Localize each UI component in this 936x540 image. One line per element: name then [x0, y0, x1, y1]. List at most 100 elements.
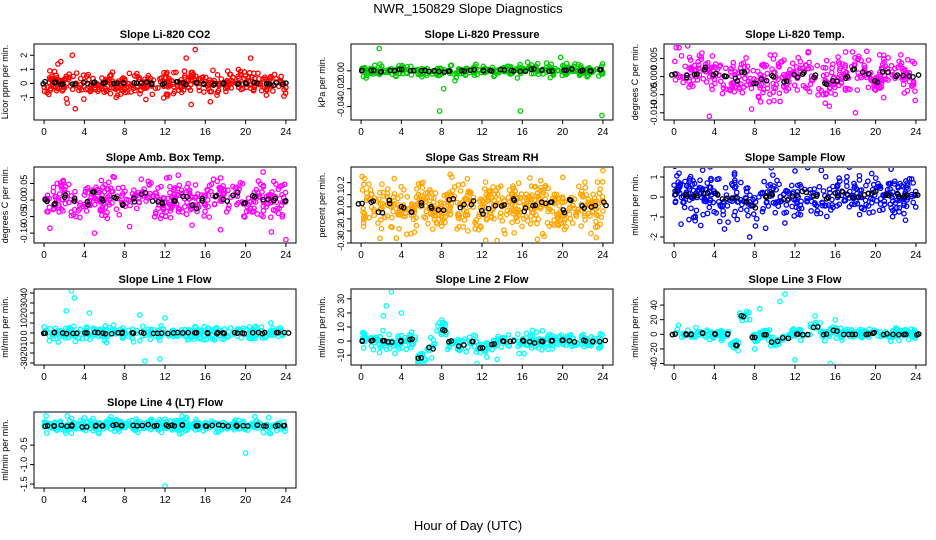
data-point: [738, 61, 745, 68]
data-point: [75, 207, 82, 214]
x-tick-label: 8: [439, 127, 445, 138]
x-tick-label: 0: [41, 495, 47, 506]
data-point: [61, 76, 68, 82]
data-point: [782, 73, 789, 80]
mean-point: [592, 202, 599, 209]
data-point: [813, 210, 820, 217]
mean-point: [281, 422, 288, 429]
data-point: [415, 71, 422, 78]
mean-point: [212, 80, 218, 87]
y-tick-label: 20: [336, 308, 346, 318]
data-point: [182, 72, 188, 79]
outlier-point: [398, 310, 405, 316]
data-point: [41, 324, 47, 330]
data-point: [519, 223, 525, 230]
outlier-point: [43, 413, 49, 419]
data-point: [777, 59, 784, 65]
points-layer: [41, 413, 289, 487]
data-point: [826, 103, 833, 109]
mean-point: [491, 341, 497, 347]
panel-7: Slope Line 1 Flow ml/min per min. 0 4 8 12 16 2…: [0, 274, 297, 383]
data-point: [147, 336, 154, 343]
data-point: [804, 168, 811, 171]
data-point: [796, 326, 802, 333]
data-point: [260, 213, 266, 220]
mean-point: [51, 422, 57, 429]
mean-point: [510, 196, 517, 202]
data-point: [391, 190, 398, 197]
panel-title: Slope Line 3 Flow: [749, 274, 842, 286]
data-point: [103, 339, 110, 346]
x-tick-label: 16: [830, 127, 842, 138]
mean-point: [734, 342, 740, 349]
mean-point: [241, 200, 247, 207]
mean-point: [852, 331, 859, 338]
data-point: [377, 235, 383, 242]
data-point: [716, 175, 722, 182]
y-tick-label: 0.05: [19, 175, 29, 193]
data-point: [66, 71, 73, 77]
mean-point: [193, 423, 200, 429]
data-point: [581, 210, 588, 217]
points-layer: [359, 290, 609, 364]
data-point: [460, 181, 466, 188]
x-tick-label: 4: [82, 495, 88, 506]
data-point: [185, 180, 192, 187]
data-point: [793, 198, 800, 205]
mean-point: [212, 193, 219, 200]
data-point: [184, 184, 190, 190]
panel-title: Slope Li-820 Pressure: [425, 29, 540, 41]
panel-title: Slope Li-820 Temp.: [745, 29, 844, 41]
data-point: [60, 86, 67, 93]
data-point: [717, 202, 723, 208]
mean-point: [693, 192, 700, 199]
mean-point: [418, 67, 425, 74]
data-point: [879, 77, 886, 84]
mean-point: [528, 66, 535, 73]
mean-point: [233, 422, 240, 429]
data-point: [126, 223, 133, 230]
data-point: [473, 349, 480, 355]
data-point: [206, 214, 213, 220]
mean-point: [58, 422, 65, 429]
outlier-point: [812, 313, 819, 319]
mean-point: [915, 331, 922, 337]
mean-point: [114, 80, 120, 87]
mean-point: [539, 67, 545, 73]
data-point: [802, 62, 809, 68]
data-point: [267, 74, 273, 81]
data-point: [47, 225, 53, 232]
panel-title: Slope Li-820 CO2: [120, 29, 210, 41]
mean-point: [780, 196, 787, 203]
mean-point: [672, 331, 679, 337]
mean-point: [62, 192, 69, 198]
data-point: [265, 414, 272, 421]
data-point: [531, 197, 538, 203]
data-point: [797, 337, 804, 344]
data-point: [901, 210, 907, 217]
data-point: [764, 70, 771, 77]
data-point: [427, 189, 434, 195]
data-point: [779, 74, 786, 81]
data-point: [885, 180, 892, 187]
mean-point: [70, 330, 76, 337]
data-point: [514, 75, 521, 81]
x-tick-label: 8: [122, 372, 128, 383]
data-point: [278, 202, 285, 209]
data-point: [384, 186, 391, 192]
data-point: [77, 417, 84, 424]
points-layer: [40, 290, 292, 364]
y-tick-label: -0.3: [336, 235, 346, 251]
data-point: [537, 177, 544, 184]
mean-point: [753, 80, 759, 87]
data-point: [812, 201, 818, 208]
data-point: [232, 417, 239, 423]
data-point: [877, 85, 884, 91]
mean-point: [813, 193, 820, 199]
data-point: [846, 203, 853, 210]
data-point: [408, 329, 415, 335]
data-point: [183, 211, 190, 218]
y-tick-label: 0.00: [19, 191, 29, 209]
mean-point: [154, 422, 160, 429]
data-point: [572, 61, 578, 67]
